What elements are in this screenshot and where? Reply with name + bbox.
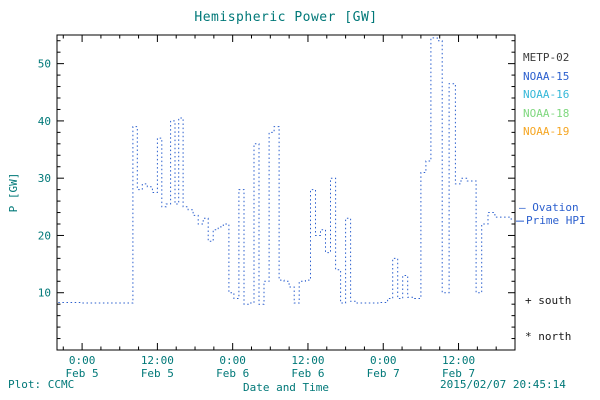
x-tick-date-label: Feb 5 xyxy=(66,367,99,380)
x-tick-time-label: 12:00 xyxy=(442,354,475,367)
x-tick-date-label: Feb 5 xyxy=(141,367,174,380)
legend-item-noaa-16: NOAA-16 xyxy=(523,88,570,102)
ovation-label-line2: Prime HPI xyxy=(526,214,586,227)
chart-title: Hemispheric Power [GW] xyxy=(194,10,378,25)
x-tick-date-label: Feb 6 xyxy=(216,367,249,380)
y-tick-label: 10 xyxy=(38,287,51,300)
legend-item-noaa-18: NOAA-18 xyxy=(523,106,570,120)
axis-box xyxy=(56,34,516,351)
legend-item-noaa-19: NOAA-19 xyxy=(523,125,570,139)
x-tick-date-label: Feb 7 xyxy=(367,367,400,380)
north-marker-label: * north xyxy=(525,330,572,343)
y-tick-label: 20 xyxy=(38,229,51,242)
ovation-prime-hpi-label: – Ovation Prime HPI xyxy=(519,201,586,227)
ovation-label-line1: – Ovation xyxy=(519,201,579,214)
y-tick-label: 30 xyxy=(38,172,51,185)
hpi-data-series xyxy=(58,37,512,305)
y-tick-label: 40 xyxy=(38,115,51,128)
x-tick-time-label: 0:00 xyxy=(69,354,96,367)
x-tick-date-label: Feb 6 xyxy=(291,367,324,380)
legend-item-noaa-15: NOAA-15 xyxy=(523,69,570,83)
south-marker-label: + south xyxy=(525,294,572,307)
y-tick-label: 50 xyxy=(38,58,51,71)
x-tick-time-label: 12:00 xyxy=(141,354,174,367)
x-tick-time-label: 0:00 xyxy=(370,354,397,367)
x-tick-time-label: 0:00 xyxy=(219,354,246,367)
x-tick-date-label: Feb 7 xyxy=(442,367,475,380)
plot-credit: Plot: CCMC xyxy=(8,378,75,391)
plot-timestamp: 2015/02/07 20:45:14 xyxy=(440,378,566,391)
x-axis-title: Date and Time xyxy=(243,381,329,394)
y-axis-title: P [GW] xyxy=(7,173,20,213)
legend-item-metp-02: METP-02 xyxy=(523,51,570,64)
satellite-legend: METP-02 NOAA-15 NOAA-16 NOAA-18 NOAA-19 xyxy=(523,49,569,142)
x-tick-time-label: 12:00 xyxy=(291,354,324,367)
